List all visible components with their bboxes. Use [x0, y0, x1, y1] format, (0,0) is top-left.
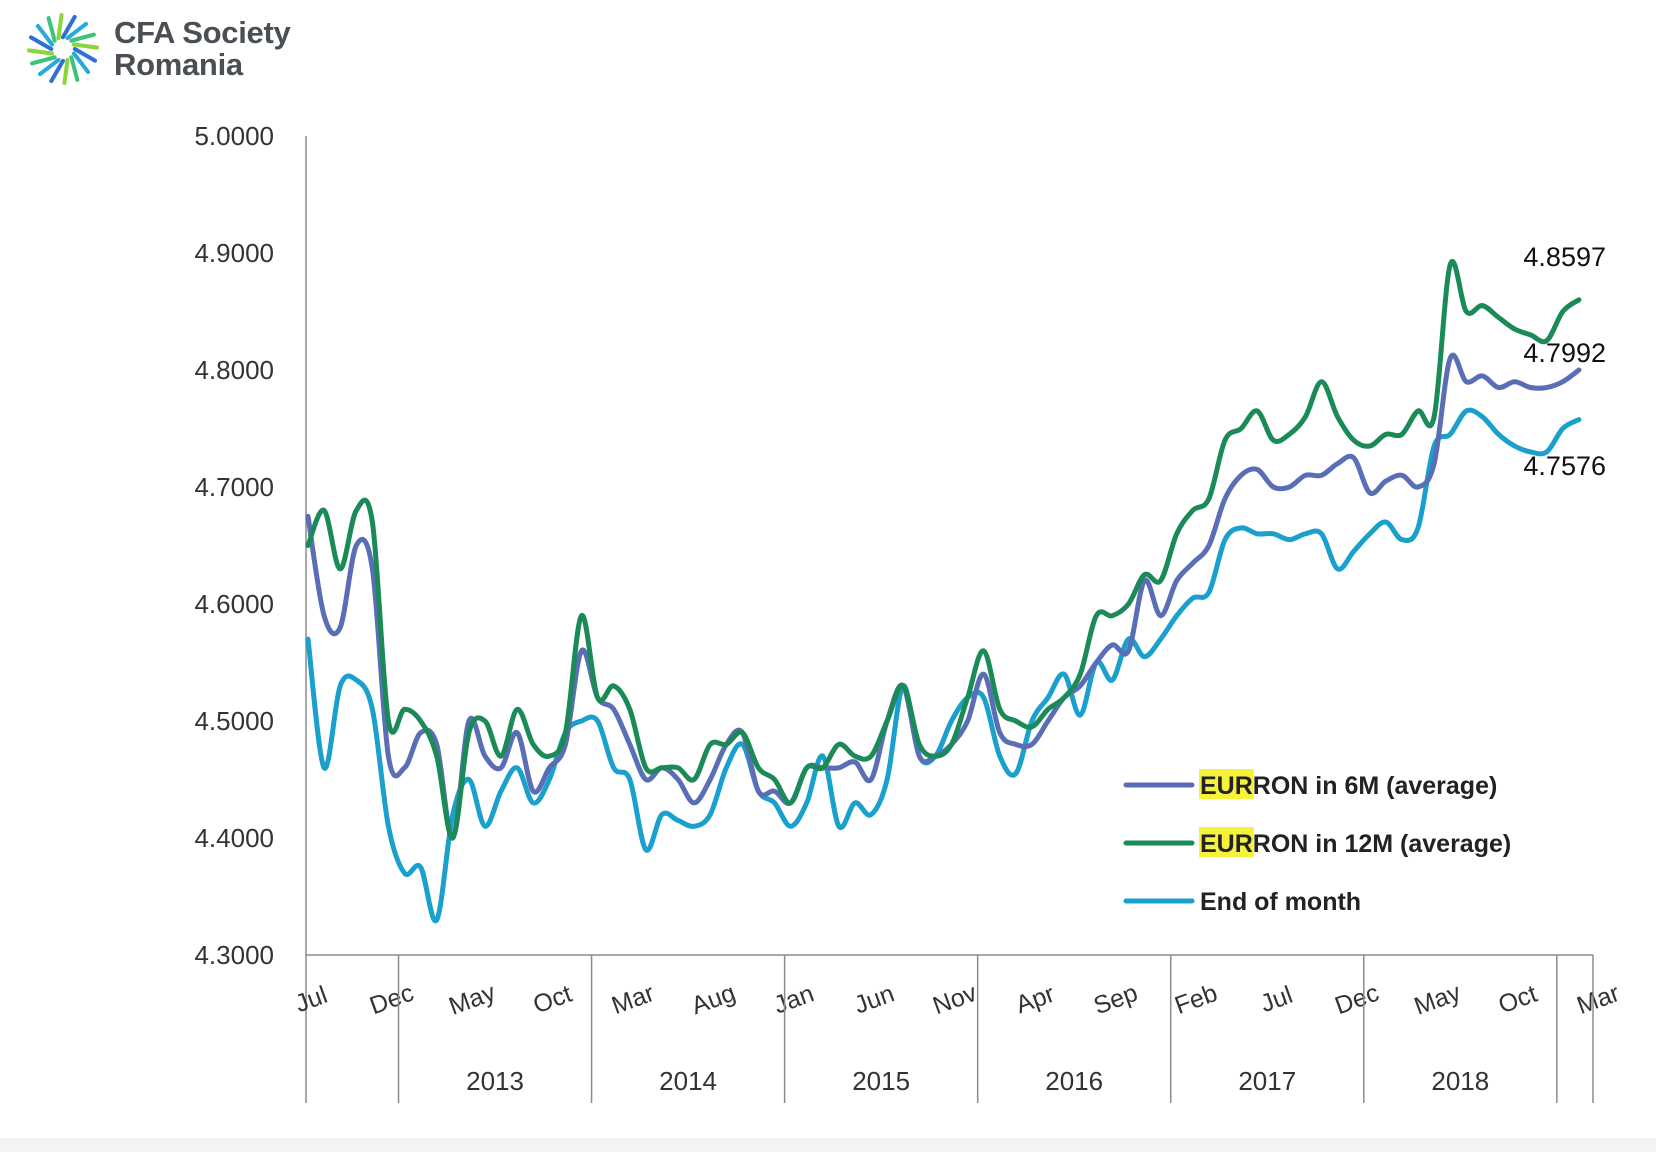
x-tick-label: Jul [291, 981, 331, 1018]
x-tick-label: Jul [1257, 981, 1297, 1018]
cfa-logo: CFA Society Romania [26, 12, 291, 86]
year-label: 2014 [659, 1066, 717, 1096]
logo-stroke [37, 57, 61, 77]
year-label: 2015 [852, 1066, 910, 1096]
x-tick-label: Aug [688, 979, 739, 1021]
x-tick-label: Oct [1495, 980, 1541, 1020]
end-value-label: 4.7992 [1523, 338, 1606, 368]
x-tick-label: Mar [608, 979, 658, 1020]
y-tick-label: 4.6000 [194, 589, 274, 619]
end-value-label: 4.8597 [1523, 242, 1606, 272]
legend-entry-label: EURRON in 6M (average) [1200, 772, 1497, 800]
logo-stroke [46, 16, 57, 43]
year-label: 2017 [1238, 1066, 1296, 1096]
year-label: 2013 [466, 1066, 524, 1096]
x-tick-label: May [1410, 978, 1464, 1021]
legend-highlight [1199, 827, 1254, 857]
logo-stroke [60, 14, 77, 40]
year-label: 2018 [1431, 1066, 1489, 1096]
legend-suffix: RON in 12M (average) [1253, 830, 1511, 858]
y-tick-label: 4.9000 [194, 238, 274, 268]
legend-entry-label: EURRON in 12M (average) [1200, 830, 1511, 858]
x-tick-label: Dec [1331, 979, 1382, 1021]
logo-stroke [30, 55, 57, 66]
legend-prefix: EUR [1200, 772, 1253, 800]
y-tick-label: 5.0000 [194, 121, 274, 151]
legend-suffix: End of month [1200, 888, 1361, 916]
end-value-labels: 4.8597 4.7992 4.7576 [1523, 242, 1606, 481]
logo-stroke [28, 35, 54, 52]
legend-entry-label: End of month [1200, 888, 1361, 916]
legend-prefix: EUR [1200, 830, 1253, 858]
y-tick-label: 4.5000 [194, 706, 274, 736]
x-tick-label: Apr [1012, 980, 1058, 1020]
logo-stroke [71, 42, 100, 50]
x-tick-label: Mar [1573, 979, 1623, 1020]
logo-stroke [49, 58, 66, 84]
legend: EURRON in 6M (average)EURRON in 12M (ave… [1123, 769, 1511, 916]
x-tick-label: Jan [770, 979, 817, 1019]
legend-suffix: RON in 6M (average) [1253, 772, 1498, 800]
logo-stroke [71, 51, 91, 75]
logo-stroke [56, 12, 64, 41]
logo-stroke [72, 46, 98, 63]
y-tick-label: 4.4000 [194, 823, 274, 853]
logo-line-1: CFA Society [114, 15, 291, 50]
y-tick-label: 4.8000 [194, 355, 274, 385]
y-axis: 5.0000 4.9000 4.8000 4.7000 4.6000 4.5000 4.40… [194, 121, 307, 1103]
logo-stroke [65, 21, 89, 41]
series-line [305, 352, 1582, 841]
end-value-label: 4.7576 [1523, 451, 1606, 481]
logo-stroke [35, 23, 55, 47]
series-lines [305, 259, 1582, 924]
x-tick-label: May [445, 978, 499, 1021]
logo-stroke [62, 57, 70, 86]
series-line [305, 259, 1582, 841]
x-tick-label: Dec [366, 979, 417, 1021]
logo-stroke [69, 55, 80, 82]
x-axis: Jul Dec May Oct Mar Aug Jan Jun Nov Apr Sep Feb Jul D… [291, 954, 1656, 1103]
logo-stroke [69, 32, 96, 43]
y-tick-label: 4.3000 [194, 940, 274, 970]
legend-highlight [1199, 769, 1254, 799]
y-tick-label: 4.7000 [194, 472, 274, 502]
bottom-strip [0, 1138, 1656, 1152]
x-tick-label: Nov [929, 979, 981, 1021]
logo-line-2: Romania [114, 47, 243, 82]
x-tick-label: Feb [1171, 979, 1221, 1020]
x-tick-label: Oct [530, 980, 576, 1020]
logo-stroke [26, 48, 55, 56]
year-label: 2016 [1045, 1066, 1103, 1096]
x-tick-label: Jun [851, 979, 898, 1019]
x-tick-label: Sep [1090, 979, 1141, 1021]
x-tick-label: Aug [1653, 979, 1656, 1021]
cfa-logo-icon [26, 12, 100, 86]
logo-text: CFA Society Romania [114, 15, 291, 82]
